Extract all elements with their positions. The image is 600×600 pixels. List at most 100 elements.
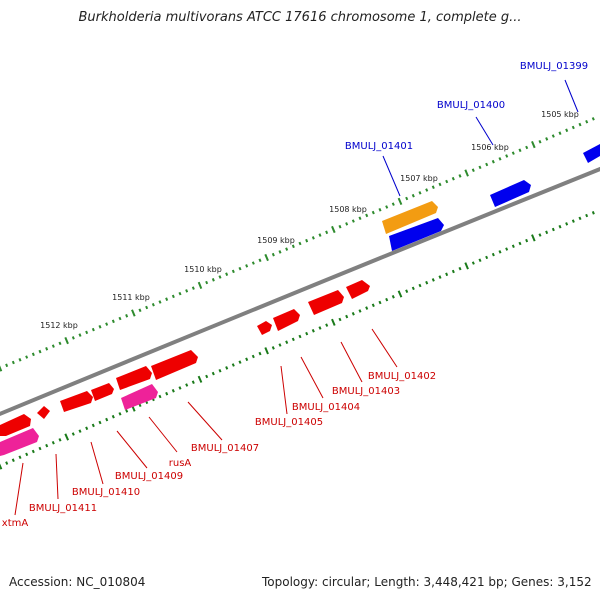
gene-arrow-orange[interactable] [382, 201, 438, 234]
scale-tick [71, 432, 75, 436]
scale-tick [478, 165, 482, 170]
scale-tick [191, 286, 195, 290]
scale-tick [371, 303, 375, 308]
scale-tick [531, 141, 536, 149]
gene-label[interactable]: BMULJ_01405 [255, 417, 323, 428]
gene-arrow-red[interactable] [60, 391, 93, 412]
scale-tick [118, 412, 122, 416]
gene-label[interactable]: BMULJ_01407 [191, 443, 259, 454]
scale-tick [238, 360, 242, 364]
scale-tick [278, 343, 282, 347]
scale-tick [25, 452, 29, 457]
gene-arrow-blue[interactable] [389, 218, 444, 251]
scale-tick [571, 219, 575, 223]
scale-tick [365, 306, 369, 310]
scale-tick [531, 234, 536, 242]
scale-tick [5, 363, 9, 368]
kbp-label: 1511 kbp [112, 293, 150, 302]
scale-tick [138, 308, 142, 313]
gene-arrow-red[interactable] [37, 406, 50, 419]
scale-tick [485, 255, 489, 260]
scale-tick [191, 380, 195, 384]
scale-tick [591, 117, 595, 121]
scale-tick [64, 433, 70, 441]
kbp-label: 1508 kbp [329, 205, 367, 214]
scale-tick [45, 443, 49, 448]
scale-tick [405, 196, 409, 201]
scale-tick [505, 154, 509, 158]
gene-label[interactable]: BMULJ_01409 [115, 471, 183, 482]
gene-arrow-blue[interactable] [490, 180, 531, 207]
gene-arrow-red[interactable] [257, 321, 272, 335]
scale-tick [511, 244, 515, 248]
reverse-gene-labels: BMULJ_01402 BMULJ_01403 BMULJ_01404 BMUL… [2, 371, 436, 529]
scale-tick [397, 197, 403, 205]
gene-label[interactable]: BMULJ_01411 [29, 503, 97, 514]
scale-tick [585, 213, 589, 218]
scale-tick [85, 330, 89, 335]
scale-tick [471, 261, 475, 265]
scale-tick [105, 322, 109, 326]
scale-tick [418, 191, 422, 195]
gene-label[interactable]: xtmA [2, 518, 29, 529]
scale-tick [64, 337, 69, 345]
scale-tick [125, 314, 129, 318]
scale-tick [498, 250, 502, 254]
scale-tick [18, 455, 22, 460]
gene-label[interactable]: BMULJ_01410 [72, 487, 140, 498]
scale-tick [397, 290, 403, 298]
scale-tick [245, 264, 249, 268]
scale-tick [311, 329, 315, 333]
gene-arrow-red[interactable] [308, 290, 344, 315]
scale-tick [58, 438, 62, 442]
scale-tick [111, 414, 115, 419]
gene-arrow-red[interactable] [116, 366, 152, 390]
scale-tick [565, 222, 569, 226]
gene-label[interactable]: BMULJ_01400 [437, 100, 505, 111]
scale-tick [178, 386, 182, 390]
scale-tick [264, 253, 269, 262]
gene-arrow-red[interactable] [91, 383, 114, 401]
gene-arrow-red[interactable] [151, 350, 198, 380]
gene-label[interactable]: BMULJ_01401 [345, 141, 413, 152]
scale-tick [578, 122, 582, 127]
scale-tick [451, 176, 455, 181]
scale-tick [171, 294, 175, 299]
scale-tick [511, 151, 515, 155]
gene-arrow-pink[interactable] [121, 384, 158, 410]
map-title: Burkholderia multivorans ATCC 17616 chro… [78, 10, 522, 25]
gene-arrow-red[interactable] [0, 414, 31, 436]
gene-label[interactable]: BMULJ_01403 [332, 386, 400, 397]
scale-tick [78, 429, 82, 433]
scale-tick [338, 317, 342, 322]
gene-label[interactable]: BMULJ_01402 [368, 371, 436, 382]
scale-tick [451, 269, 455, 274]
scale-tick [131, 309, 136, 317]
gene-label[interactable]: rusA [169, 458, 192, 469]
gene-arrow-blue[interactable] [583, 144, 600, 163]
scale-tick [305, 331, 309, 336]
scale-tick [145, 305, 149, 310]
scale-tick [0, 365, 3, 372]
scale-tick [371, 210, 375, 215]
scale-tick [158, 394, 162, 399]
scale-tick [325, 230, 329, 235]
scale-tick [58, 341, 62, 346]
scale-tick [445, 179, 449, 184]
scale-tick [105, 417, 109, 422]
scale-tick [405, 289, 409, 293]
gene-label[interactable]: BMULJ_01404 [292, 402, 360, 413]
scale-tick [31, 352, 35, 357]
scale-tick [505, 247, 509, 251]
gene-arrow-pink[interactable] [0, 428, 39, 456]
scale-tick [197, 375, 203, 383]
gene-label[interactable]: BMULJ_01399 [520, 61, 588, 72]
scale-tick [125, 409, 129, 413]
kbp-label: 1505 kbp [541, 110, 579, 119]
scale-tick [558, 224, 562, 229]
gene-arrow-red[interactable] [273, 309, 300, 331]
scale-tick [431, 185, 435, 189]
gene-arrow-red[interactable] [346, 280, 370, 299]
